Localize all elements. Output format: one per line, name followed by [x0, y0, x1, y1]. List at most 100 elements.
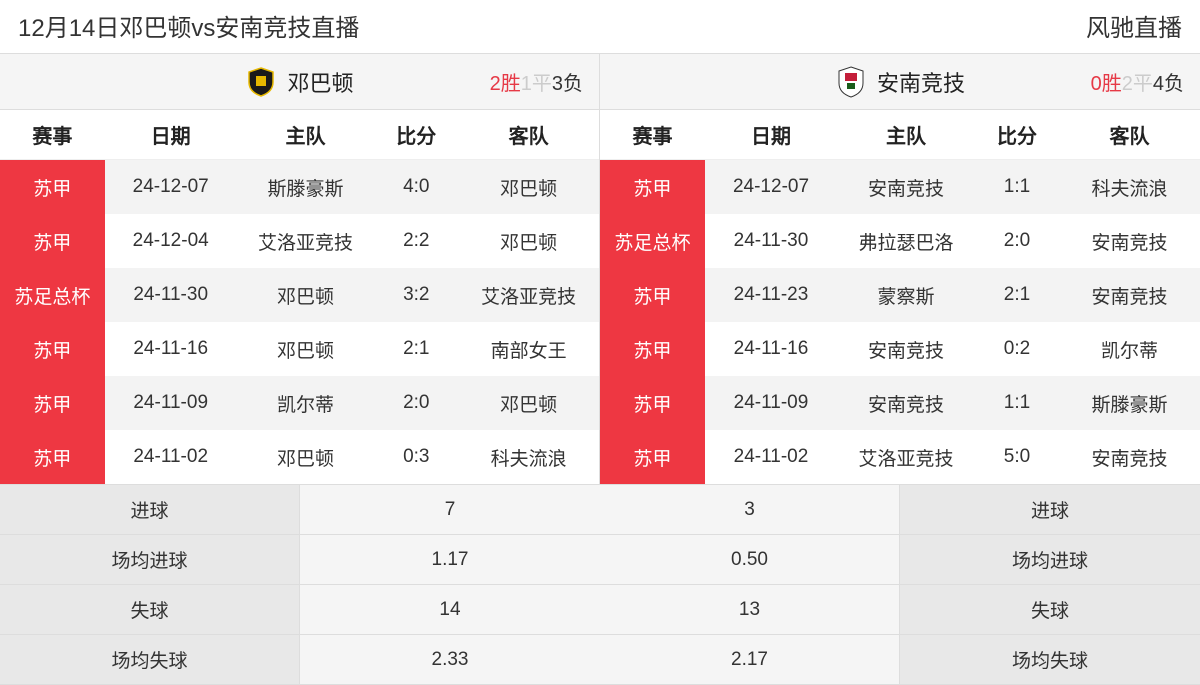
stat-value: 3 — [600, 485, 900, 534]
home-cell: 安南竞技 — [837, 160, 975, 214]
record-loss: 3负 — [552, 73, 583, 95]
team-logo-right — [835, 66, 867, 98]
home-cell: 艾洛亚竞技 — [237, 214, 375, 268]
stat-row-goals: 3 进球 — [600, 485, 1200, 535]
record-win: 2胜 — [490, 73, 521, 95]
event-cell: 苏足总杯 — [0, 268, 105, 322]
stat-value: 14 — [300, 585, 600, 634]
event-badge: 苏甲 — [0, 430, 105, 484]
record-draw: 2平 — [1122, 73, 1153, 95]
event-badge: 苏甲 — [600, 430, 705, 484]
event-cell: 苏甲 — [0, 214, 105, 268]
score-cell: 0:2 — [975, 322, 1059, 376]
event-badge: 苏甲 — [600, 160, 705, 214]
away-cell: 安南竞技 — [1059, 214, 1200, 268]
table-row[interactable]: 苏甲24-11-16安南竞技0:2凯尔蒂 — [600, 322, 1200, 376]
home-cell: 斯滕豪斯 — [237, 160, 375, 214]
table-row[interactable]: 苏足总杯24-11-30邓巴顿3:2艾洛亚竞技 — [0, 268, 599, 322]
stat-label: 场均进球 — [900, 535, 1200, 584]
date-cell: 24-11-16 — [105, 322, 237, 376]
table-row[interactable]: 苏足总杯24-11-30弗拉瑟巴洛2:0安南竞技 — [600, 214, 1200, 268]
rows-right: 苏甲24-12-07安南竞技1:1科夫流浪苏足总杯24-11-30弗拉瑟巴洛2:… — [600, 160, 1200, 484]
event-badge: 苏甲 — [0, 160, 105, 214]
col-date: 日期 — [105, 120, 237, 149]
event-cell: 苏甲 — [0, 430, 105, 484]
score-cell: 0:3 — [374, 430, 458, 484]
table-row[interactable]: 苏甲24-11-09安南竞技1:1斯滕豪斯 — [600, 376, 1200, 430]
event-badge: 苏甲 — [0, 322, 105, 376]
stat-row-conceded: 失球 14 — [0, 585, 600, 635]
table-row[interactable]: 苏甲24-11-16邓巴顿2:1南部女王 — [0, 322, 599, 376]
table-row[interactable]: 苏甲24-12-04艾洛亚竞技2:2邓巴顿 — [0, 214, 599, 268]
home-cell: 蒙察斯 — [837, 268, 975, 322]
stat-label: 失球 — [900, 585, 1200, 634]
away-cell: 邓巴顿 — [458, 376, 599, 430]
home-cell: 邓巴顿 — [237, 268, 375, 322]
table-row[interactable]: 苏甲24-12-07安南竞技1:1科夫流浪 — [600, 160, 1200, 214]
column-headers-left: 赛事 日期 主队 比分 客队 — [0, 110, 599, 160]
score-cell: 1:1 — [975, 160, 1059, 214]
table-row[interactable]: 苏甲24-11-09凯尔蒂2:0邓巴顿 — [0, 376, 599, 430]
date-cell: 24-11-02 — [705, 430, 837, 484]
score-cell: 3:2 — [374, 268, 458, 322]
away-cell: 凯尔蒂 — [1059, 322, 1200, 376]
stat-row-avg-conceded: 2.17 场均失球 — [600, 635, 1200, 685]
stats-section: 进球 7 场均进球 1.17 失球 14 场均失球 2.33 3 进球 0.50… — [0, 484, 1200, 685]
stats-right: 3 进球 0.50 场均进球 13 失球 2.17 场均失球 — [600, 485, 1200, 685]
stat-label: 进球 — [900, 485, 1200, 534]
away-cell: 科夫流浪 — [1059, 160, 1200, 214]
record-loss: 4负 — [1153, 73, 1184, 95]
stat-label: 失球 — [0, 585, 300, 634]
stat-label: 进球 — [0, 485, 300, 534]
col-event: 赛事 — [600, 120, 705, 149]
date-cell: 24-11-30 — [105, 268, 237, 322]
date-cell: 24-12-04 — [105, 214, 237, 268]
team-logo-left — [245, 66, 277, 98]
col-away: 客队 — [1059, 120, 1200, 149]
stat-row-avg-goals: 场均进球 1.17 — [0, 535, 600, 585]
date-cell: 24-12-07 — [705, 160, 837, 214]
event-cell: 苏甲 — [600, 376, 705, 430]
stat-value: 2.33 — [300, 635, 600, 684]
page-header: 12月14日邓巴顿vs安南竞技直播 风驰直播 — [0, 0, 1200, 53]
away-cell: 安南竞技 — [1059, 268, 1200, 322]
date-cell: 24-11-16 — [705, 322, 837, 376]
event-cell: 苏足总杯 — [600, 214, 705, 268]
stat-row-conceded: 13 失球 — [600, 585, 1200, 635]
record-draw: 1平 — [521, 73, 552, 95]
date-cell: 24-11-02 — [105, 430, 237, 484]
away-cell: 安南竞技 — [1059, 430, 1200, 484]
col-home: 主队 — [237, 120, 375, 149]
col-score: 比分 — [374, 120, 458, 149]
home-cell: 邓巴顿 — [237, 322, 375, 376]
team-name-right: 安南竞技 — [877, 66, 965, 98]
col-date: 日期 — [705, 120, 837, 149]
stat-value: 1.17 — [300, 535, 600, 584]
event-cell: 苏甲 — [600, 160, 705, 214]
away-cell: 南部女王 — [458, 322, 599, 376]
stats-left: 进球 7 场均进球 1.17 失球 14 场均失球 2.33 — [0, 485, 600, 685]
record-win: 0胜 — [1091, 73, 1122, 95]
col-away: 客队 — [458, 120, 599, 149]
page-title: 12月14日邓巴顿vs安南竞技直播 — [18, 8, 359, 43]
event-badge: 苏甲 — [0, 376, 105, 430]
table-row[interactable]: 苏甲24-11-23蒙察斯2:1安南竞技 — [600, 268, 1200, 322]
home-cell: 安南竞技 — [837, 322, 975, 376]
stat-value: 7 — [300, 485, 600, 534]
table-row[interactable]: 苏甲24-12-07斯滕豪斯4:0邓巴顿 — [0, 160, 599, 214]
record-left: 2胜1平3负 — [490, 67, 583, 96]
date-cell: 24-11-30 — [705, 214, 837, 268]
date-cell: 24-11-09 — [105, 376, 237, 430]
event-cell: 苏甲 — [600, 322, 705, 376]
score-cell: 5:0 — [975, 430, 1059, 484]
home-cell: 艾洛亚竞技 — [837, 430, 975, 484]
event-badge: 苏甲 — [600, 376, 705, 430]
stat-value: 0.50 — [600, 535, 900, 584]
score-cell: 2:1 — [975, 268, 1059, 322]
score-cell: 2:1 — [374, 322, 458, 376]
table-row[interactable]: 苏甲24-11-02艾洛亚竞技5:0安南竞技 — [600, 430, 1200, 484]
stat-label: 场均失球 — [900, 635, 1200, 684]
column-headers-right: 赛事 日期 主队 比分 客队 — [600, 110, 1200, 160]
table-row[interactable]: 苏甲24-11-02邓巴顿0:3科夫流浪 — [0, 430, 599, 484]
score-cell: 2:2 — [374, 214, 458, 268]
